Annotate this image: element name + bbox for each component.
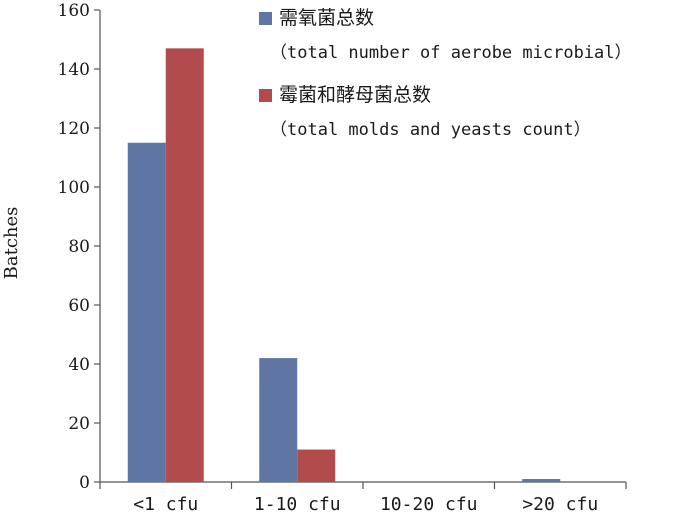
legend-swatch <box>259 89 272 102</box>
legend-sublabel: （total number of aerobe microbial） <box>270 43 632 63</box>
legend-sublabel: （total molds and yeasts count） <box>270 120 591 140</box>
x-category-label: 1-10 cfu <box>254 494 341 515</box>
legend-label: 霉菌和酵母菌总数 <box>279 84 431 106</box>
x-category-label: <1 cfu <box>133 494 198 515</box>
bar-series-1 <box>127 142 166 482</box>
y-tick-label: 40 <box>68 355 90 375</box>
y-tick-label: 20 <box>68 414 90 434</box>
legend-label: 需氧菌总数 <box>279 7 374 29</box>
y-tick-label: 0 <box>79 473 90 493</box>
x-axis: <1 cfu 1-10 cfu 10-20 cfu >20 cfu <box>99 481 627 515</box>
y-tick-label: 80 <box>68 237 90 257</box>
y-tick-label: 160 <box>58 1 90 21</box>
x-category-label: 10-20 cfu <box>380 494 478 515</box>
y-axis-title: Batches <box>1 207 22 280</box>
bar-series-1 <box>522 479 561 482</box>
y-tick-label: 60 <box>68 296 90 316</box>
y-tick-label: 140 <box>58 60 90 80</box>
bar-series-1 <box>259 358 298 482</box>
bar-series-2 <box>165 48 204 482</box>
y-tick-label: 120 <box>58 119 90 139</box>
bars <box>127 48 561 482</box>
y-axis: 0 20 40 60 80 100 120 140 160 <box>58 1 101 493</box>
legend: 需氧菌总数 （total number of aerobe microbial） 霉… <box>259 7 632 140</box>
bar-series-2 <box>297 449 336 482</box>
legend-swatch <box>259 12 272 25</box>
x-category-label: >20 cfu <box>522 494 598 515</box>
y-tick-label: 100 <box>58 178 90 198</box>
